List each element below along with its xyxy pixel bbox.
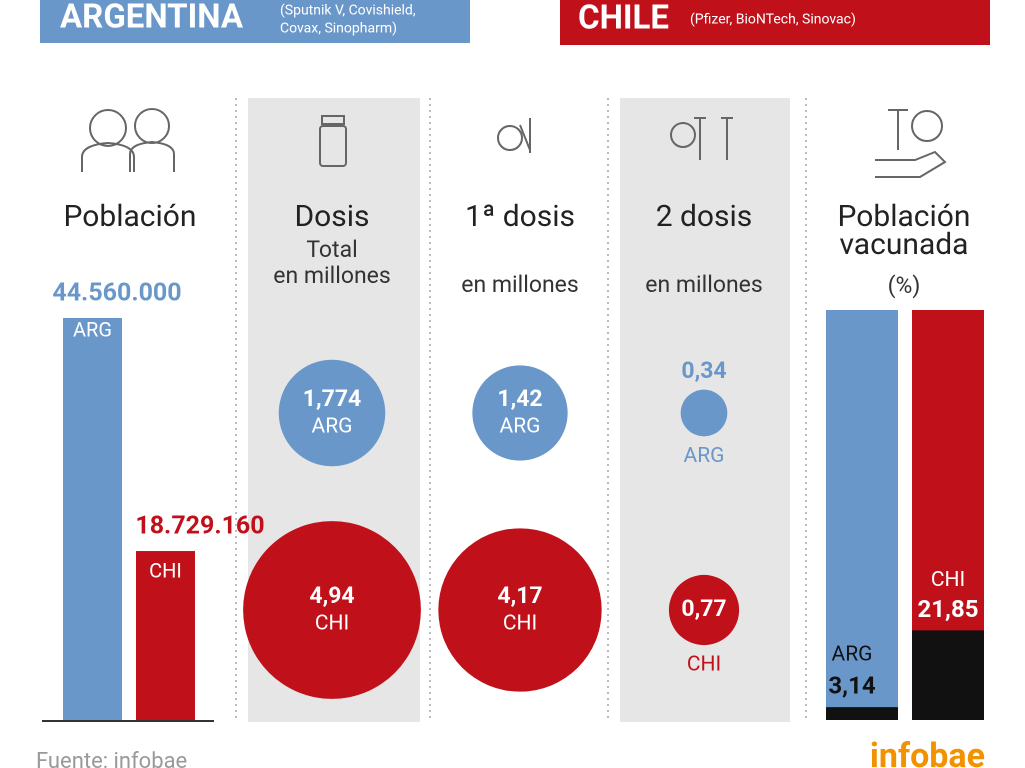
bubble [472,365,568,461]
column-title: Población [64,199,197,234]
column-title: 1ª dosis [465,199,575,234]
value-label: 3,14 [828,671,875,699]
header-vaccines: (Sputnik V, Covishield, [280,3,416,19]
value-label: 4,17 [497,582,542,609]
bar [136,551,195,720]
column-subtitle: en millones [461,271,578,298]
header-vaccines: Covax, Sinopharm) [280,21,397,37]
column-subtitle: Total [306,236,357,263]
series-name: CHI [503,612,537,636]
value-label: 18.729.160 [135,512,264,541]
bubble [438,528,602,692]
series-name: ARG [312,415,353,439]
value-label: 21,85 [918,595,979,623]
column-title: Dosis [294,199,369,234]
column-title: vacunada [840,227,969,262]
value-label: 44.560.000 [52,279,181,308]
series-name: ARG [832,643,873,667]
series-name: CHI [315,612,349,636]
logo: infobae [870,736,985,768]
header-vaccines: (Pfizer, BioNTech, Sinovac) [690,12,856,28]
series-name: ARG [684,444,725,468]
value-label: 0,77 [681,595,726,622]
column-title: Población [838,199,971,234]
series-name: ARG [500,415,541,439]
value-label: 1,774 [303,385,361,412]
value-label: 4,94 [309,582,354,609]
icons [81,108,947,178]
header-arg [40,0,470,43]
series-name: CHI [931,568,965,592]
header-title: ARGENTINA [60,0,244,37]
header-chi [560,0,990,45]
dividers [235,98,807,722]
header-title: CHILE [578,0,669,38]
value-label: 0,34 [681,357,726,384]
value-label: 1,42 [497,385,542,412]
bar [63,318,122,720]
column-subtitle: (%) [888,272,921,299]
series-name: ARG [73,317,112,341]
bar-fill [912,630,984,720]
column-title: 2 dosis [656,199,753,234]
source: Fuente: infobae [36,749,187,768]
series-name: CHI [687,653,721,677]
column-subtitle: en millones [273,262,390,289]
column-subtitle: en millones [645,271,762,298]
bubble [278,359,386,467]
bubble [680,389,728,437]
bar-fill [826,707,898,720]
bar-full [826,310,898,720]
bubble [668,574,740,646]
series-name: CHI [149,558,182,582]
bubble [243,521,421,699]
